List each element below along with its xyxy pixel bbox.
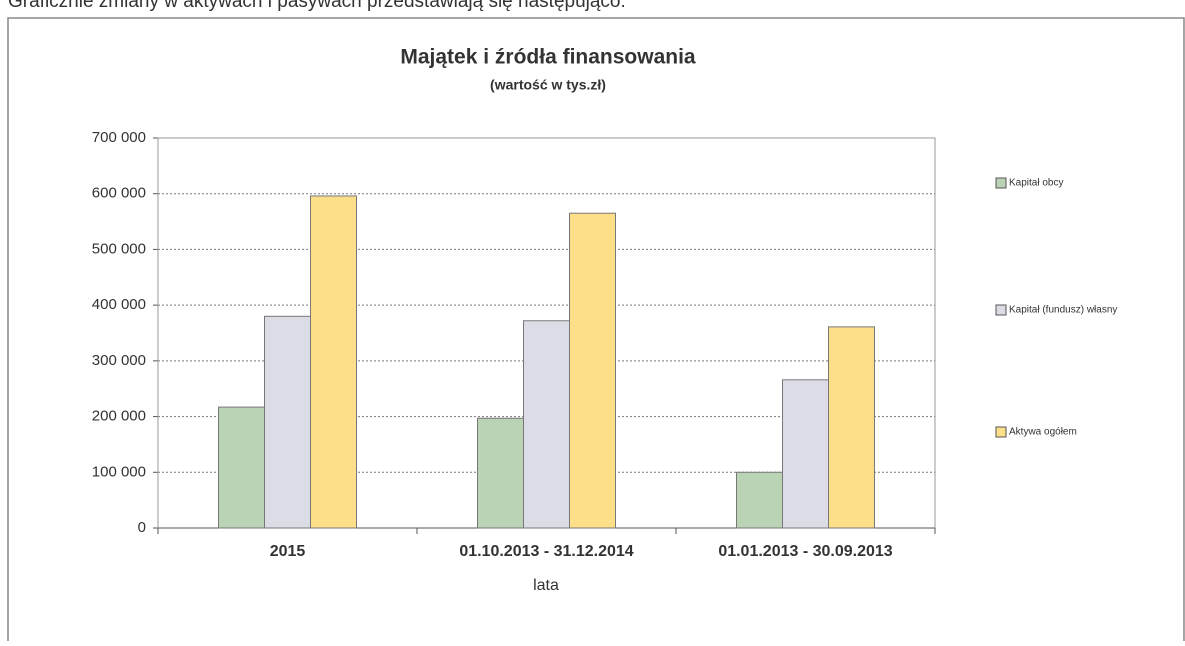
x-tick-label: 2015 [270, 543, 306, 560]
bar [736, 471, 783, 529]
y-tick-label: 400 000 [92, 296, 146, 313]
x-tick-label: 01.10.2013 - 31.12.2014 [459, 543, 633, 560]
legend-label: Kapitał obcy [1009, 178, 1063, 189]
chart-title: Majątek i źródła finansowania [400, 46, 696, 69]
legend-swatch [995, 304, 1007, 316]
chart-subtitle: (wartość w tys.zł) [490, 77, 606, 93]
x-axis-label: lata [533, 577, 559, 594]
x-tick-label: 01.01.2013 - 30.09.2013 [718, 543, 892, 560]
y-tick-label: 200 000 [92, 408, 146, 425]
legend-swatch [995, 426, 1007, 438]
y-tick-label: 100 000 [92, 463, 146, 480]
bar [218, 406, 265, 529]
y-tick-label: 500 000 [92, 240, 146, 257]
intro-text: Graficznie zmiany w aktywach i pasywach … [8, 0, 626, 12]
y-tick-label: 600 000 [92, 185, 146, 202]
y-tick-label: 300 000 [92, 352, 146, 369]
bar [477, 417, 524, 529]
bar [569, 212, 616, 529]
legend-label: Aktywa ogółem [1009, 427, 1077, 438]
y-tick-label: 0 [138, 519, 146, 536]
bar [828, 326, 875, 529]
y-tick-label: 700 000 [92, 129, 146, 146]
bar [523, 320, 570, 529]
bar [310, 195, 357, 529]
legend-swatch [995, 177, 1007, 189]
bar [264, 315, 311, 529]
bar [782, 379, 829, 529]
legend-label: Kapitał (fundusz) własny [1009, 305, 1117, 316]
